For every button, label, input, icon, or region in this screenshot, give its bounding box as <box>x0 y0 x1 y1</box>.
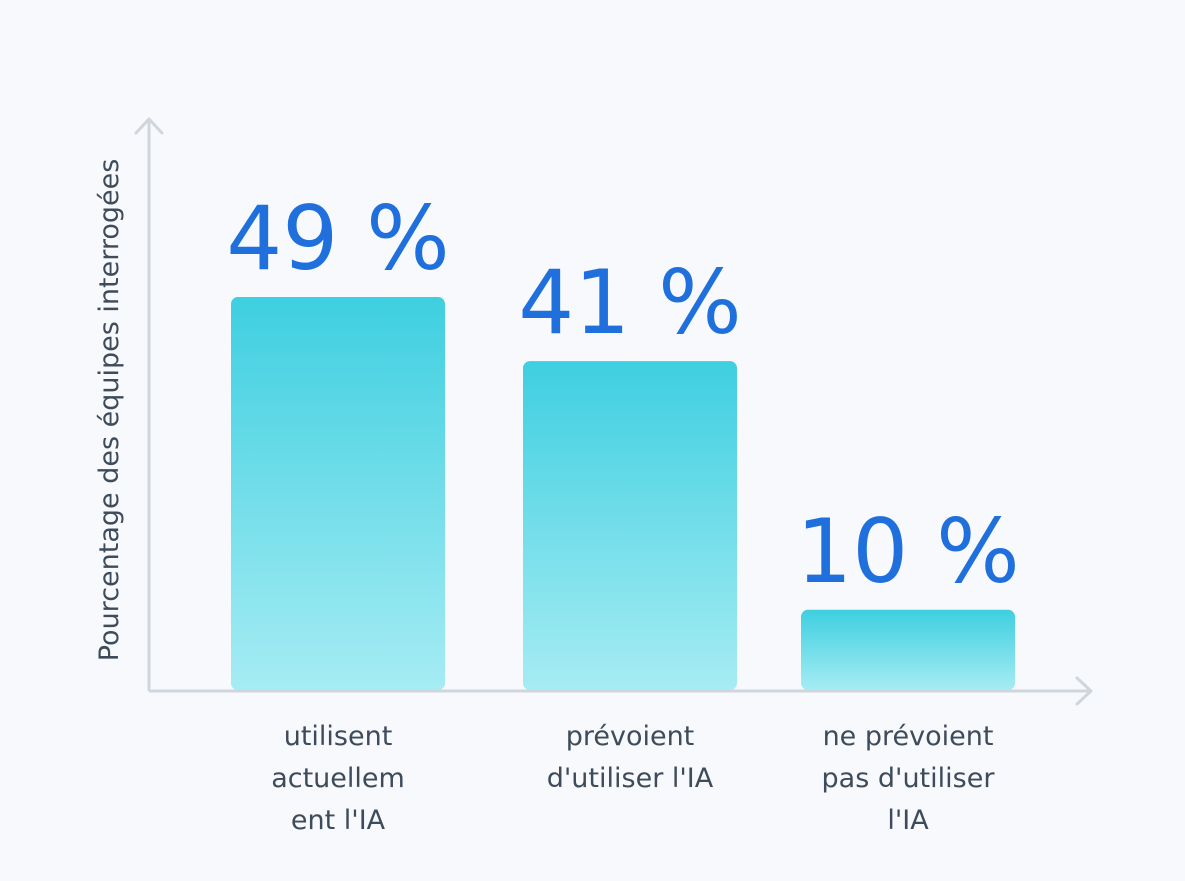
y-axis-title: Pourcentage des équipes interrogées <box>94 159 125 662</box>
bar <box>801 609 1015 690</box>
bar-value-label: 41 % <box>518 251 742 354</box>
bar <box>231 297 445 690</box>
bars-group <box>231 297 1015 690</box>
category-label-line: ne prévoient <box>823 721 994 752</box>
value-labels-group: 49 % 41 % 10 % <box>226 187 1020 603</box>
category-label-line: ent l'IA <box>291 805 386 836</box>
category-label: prévoient d'utiliser l'IA <box>547 721 714 794</box>
category-label-line: d'utiliser l'IA <box>547 763 714 794</box>
category-label-line: l'IA <box>887 805 929 836</box>
category-label-line: utilisent <box>284 721 393 752</box>
category-label-line: prévoient <box>566 721 695 752</box>
bar <box>523 361 737 690</box>
category-label: utilisent actuellem ent l'IA <box>271 721 405 836</box>
x-axis-arrow-icon <box>1075 676 1093 706</box>
category-labels-group: utilisent actuellem ent l'IA prévoient d'uti… <box>271 721 995 836</box>
bar-value-label: 10 % <box>796 500 1020 603</box>
y-axis-arrow-icon <box>134 117 164 135</box>
bar-value-label: 49 % <box>226 187 450 290</box>
category-label-line: pas d'utiliser <box>822 763 996 794</box>
category-label: ne prévoient pas d'utiliser l'IA <box>822 721 996 836</box>
category-label-line: actuellem <box>271 763 405 794</box>
